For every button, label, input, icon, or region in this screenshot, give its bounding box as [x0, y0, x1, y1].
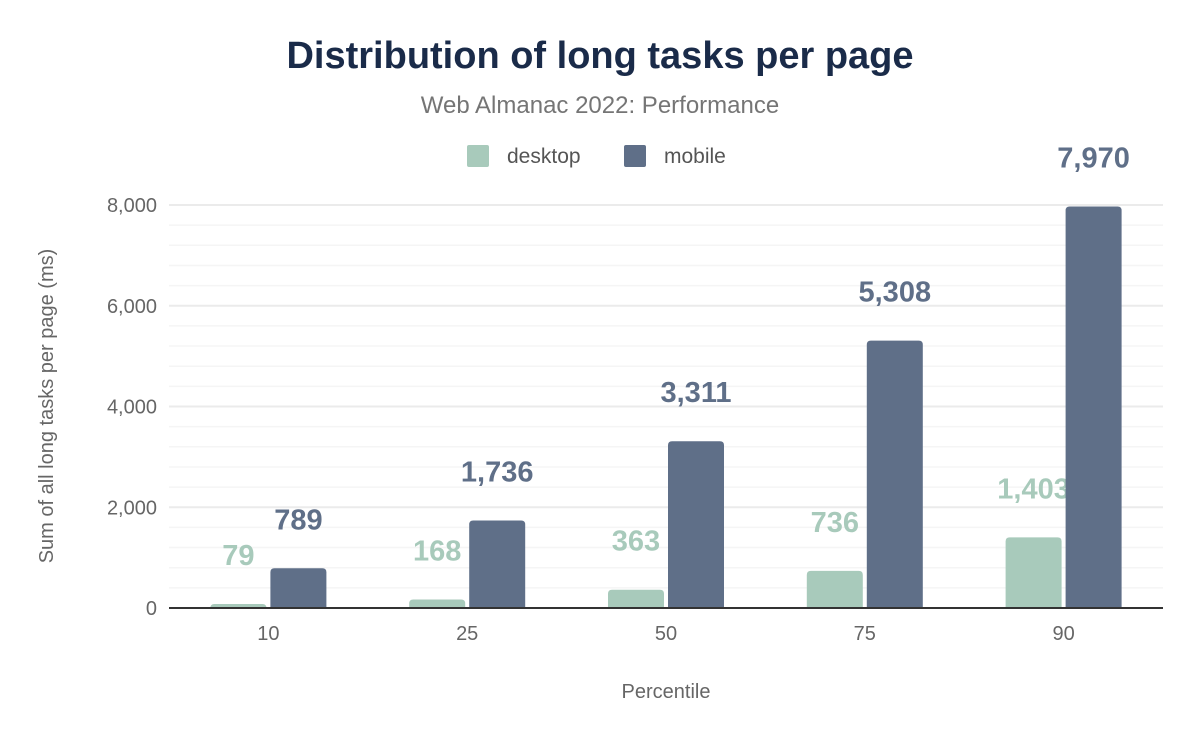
bar-desktop [1005, 537, 1062, 608]
x-tick-label: 75 [854, 623, 876, 645]
bar-desktop [806, 570, 863, 608]
bar-desktop [608, 589, 664, 608]
x-tick-label: 90 [1052, 623, 1074, 645]
x-tick-label: 50 [655, 623, 677, 645]
bar-mobile [668, 441, 724, 608]
bar-mobile [866, 340, 923, 608]
bar-mobile [469, 520, 526, 608]
data-label-mobile: 3,311 [661, 377, 732, 409]
data-label-desktop: 79 [222, 540, 254, 572]
bar-mobile [1065, 206, 1122, 609]
legend: desktop mobile [467, 145, 726, 168]
chart-title: Distribution of long tasks per page [286, 35, 913, 77]
bar-mobile [270, 568, 327, 608]
y-tick-label: 6,000 [107, 296, 157, 318]
y-tick-label: 0 [146, 598, 157, 620]
y-tick-label: 2,000 [107, 497, 157, 519]
legend-label-desktop: desktop [507, 145, 581, 168]
chart-subtitle: Web Almanac 2022: Performance [421, 92, 779, 119]
data-label-desktop: 168 [413, 536, 461, 568]
data-label-mobile: 7,970 [1057, 143, 1130, 175]
legend-label-mobile: mobile [664, 145, 726, 168]
data-label-desktop: 363 [612, 526, 660, 558]
data-label-mobile: 5,308 [859, 277, 932, 309]
y-axis-label: Sum of all long tasks per page (ms) [36, 249, 58, 564]
data-label-desktop: 1,403 [997, 473, 1070, 505]
y-tick-label: 8,000 [107, 195, 157, 217]
legend-swatch-desktop [467, 145, 489, 167]
legend-swatch-mobile [624, 145, 646, 167]
x-axis-label: Percentile [622, 681, 711, 703]
data-label-mobile: 789 [274, 504, 322, 536]
data-label-mobile: 1,736 [461, 457, 534, 489]
x-tick-label: 10 [257, 623, 279, 645]
bar-desktop [409, 599, 466, 608]
x-tick-label: 25 [456, 623, 478, 645]
data-label-desktop: 736 [811, 507, 859, 539]
y-tick-label: 4,000 [107, 397, 157, 419]
